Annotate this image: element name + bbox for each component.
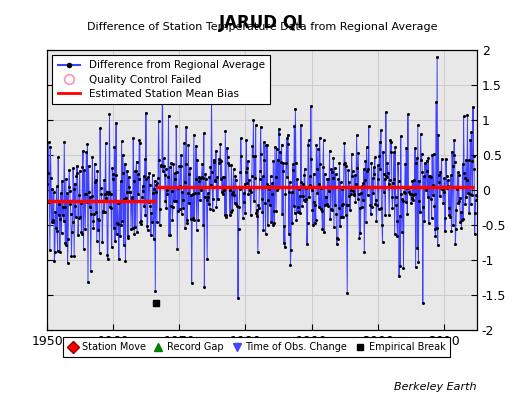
Text: Difference of Station Temperature Data from Regional Average: Difference of Station Temperature Data f…	[87, 22, 437, 32]
Text: JARUD QI: JARUD QI	[220, 14, 304, 32]
Legend: Difference from Regional Average, Quality Control Failed, Estimated Station Mean: Difference from Regional Average, Qualit…	[52, 55, 270, 104]
Text: Berkeley Earth: Berkeley Earth	[395, 382, 477, 392]
Legend: Station Move, Record Gap, Time of Obs. Change, Empirical Break: Station Move, Record Gap, Time of Obs. C…	[63, 338, 450, 357]
